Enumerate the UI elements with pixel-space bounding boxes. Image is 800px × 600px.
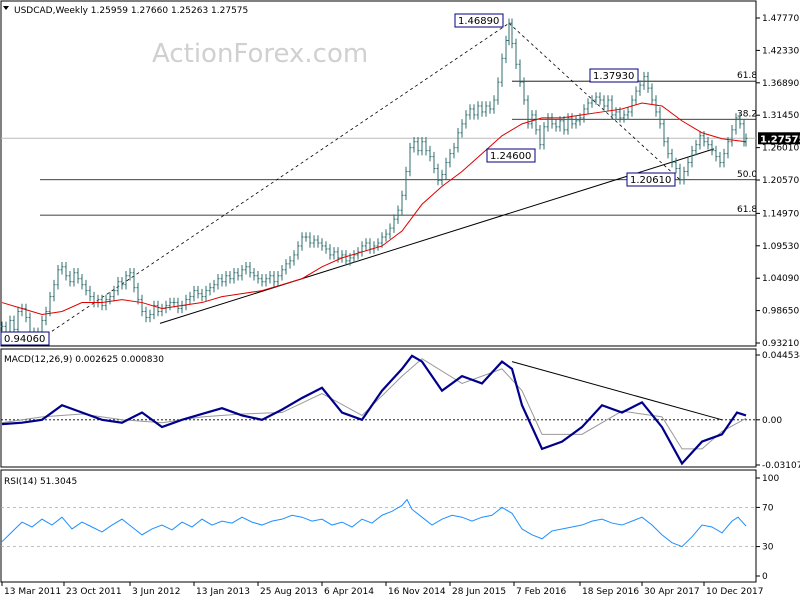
x-tick-label: 3 Jun 2012	[132, 587, 180, 597]
macd-line	[1, 354, 747, 466]
price-tick-label: 1.14970	[762, 209, 799, 219]
high-label-box	[454, 13, 504, 28]
macd-title: MACD(12,26,9) 0.002625 0.000830	[4, 355, 164, 365]
price-tick-label: 1.31450	[762, 111, 799, 121]
rsi-title: RSI(14) 51.3045	[4, 477, 77, 487]
x-tick-label: 23 Oct 2011	[66, 587, 122, 597]
price-tick-label: 1.47770	[762, 14, 799, 24]
rsi-tick-label: 100	[762, 474, 779, 484]
macd-panel-frame	[0, 348, 757, 468]
low-label: 1.24600	[490, 151, 531, 162]
high2-label: 1.37930	[593, 71, 634, 82]
start-low-label-box	[0, 331, 50, 346]
fib-label: 50.0	[737, 170, 757, 180]
fib-label: 38.2	[737, 109, 757, 119]
x-tick-label: 13 Jan 2013	[196, 587, 250, 597]
rsi-tick-label: 30	[762, 543, 774, 553]
current-price-tag	[758, 132, 800, 145]
rsi-plot	[1, 498, 756, 548]
fib-swing-line	[41, 22, 510, 339]
start-low-label: 0.94060	[4, 334, 45, 345]
price-plot: 61.8 38.2 50.0 61.8 1.46890 1.37930 1.24600 1.2…	[0, 13, 757, 346]
macd-signal-line	[1, 358, 747, 450]
price-tick-label: 1.42330	[762, 46, 799, 56]
rsi-tick-label: 70	[762, 503, 774, 513]
fib-label: 61.8	[737, 71, 757, 81]
price-tick-label: 1.09530	[762, 242, 799, 252]
macd-tick-label: -0.031072	[762, 461, 800, 471]
price-tick-label: 0.98650	[762, 307, 799, 317]
x-tick-label: 28 Jun 2015	[452, 587, 506, 597]
axes: 1.27575 1.47770 1.42330 1.36890 1.31450 1.260…	[1, 14, 800, 597]
high2-label-box	[589, 68, 639, 83]
price-tick-label: 1.20570	[762, 176, 799, 186]
x-tick-label: 7 Feb 2016	[516, 587, 567, 597]
symbol-header: USDCAD,Weekly 1.25959 1.27660 1.25263 1.…	[14, 6, 248, 16]
x-tick-label: 13 Mar 2011	[4, 587, 61, 597]
price-tick-label: 1.36890	[762, 79, 799, 89]
x-tick-label: 16 Nov 2014	[388, 587, 446, 597]
price-tick-label: 1.04090	[762, 274, 799, 284]
price-tick-label: 1.26010	[762, 144, 799, 154]
fib-swing-line	[508, 22, 681, 181]
x-tick-label: 6 Apr 2014	[324, 587, 374, 597]
price-panel-frame	[0, 0, 757, 347]
price-tick-label: 0.93210	[762, 339, 799, 349]
low2-label-box	[626, 172, 676, 187]
macd-tick-label: 0.044534	[762, 351, 800, 361]
x-tick-label: 25 Aug 2013	[260, 587, 318, 597]
macd-trendline	[511, 361, 723, 421]
macd-tick-label: 0.00	[762, 416, 782, 426]
support-trendline	[159, 148, 715, 324]
high-label: 1.46890	[458, 16, 499, 27]
rsi-line	[1, 498, 747, 548]
rsi-tick-label: 0	[762, 572, 768, 582]
low2-label: 1.20610	[630, 175, 671, 186]
watermark-text: ActionForex.com	[152, 39, 368, 69]
macd-plot	[1, 354, 756, 466]
current-price-label: 1.27575	[760, 134, 800, 145]
x-tick-label: 10 Dec 2017	[706, 587, 764, 597]
x-tick-label: 18 Sep 2016	[582, 587, 639, 597]
x-tick-label: 30 Apr 2017	[644, 587, 700, 597]
low-label-box	[486, 148, 536, 163]
fib-label: 61.8	[737, 205, 757, 215]
collapse-triangle-icon[interactable]	[3, 6, 9, 10]
moving-average-line	[1, 102, 747, 315]
rsi-panel-frame	[0, 469, 757, 583]
